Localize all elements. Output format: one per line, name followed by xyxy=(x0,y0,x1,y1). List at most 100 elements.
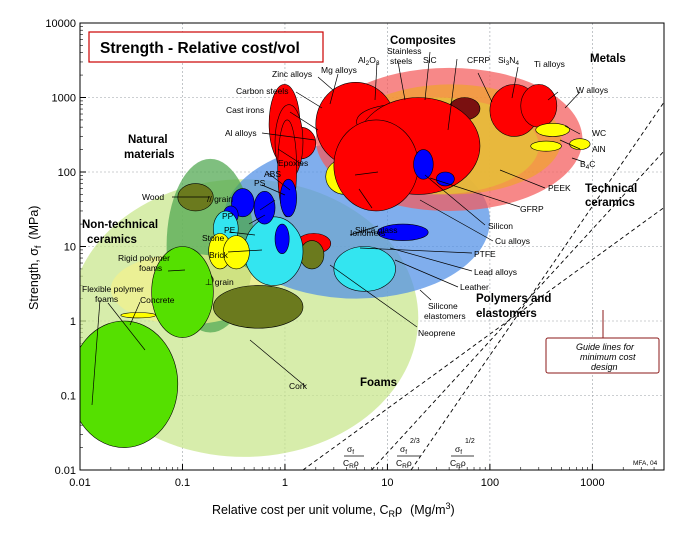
x-tick-label-4: 100 xyxy=(481,477,499,489)
bubble-brick xyxy=(222,235,250,270)
label-stainless-1: Stainless xyxy=(387,46,422,56)
label-silicone-2: elastomers xyxy=(424,311,466,321)
label-ionomers: Ionomers xyxy=(350,228,385,238)
bubble-w-alloys xyxy=(520,84,558,128)
x-tick-label-2: 1 xyxy=(282,477,288,489)
x-axis-label: Relative cost per unit volume, CRρ (Mg/m3… xyxy=(212,501,455,519)
svg-text:1/2: 1/2 xyxy=(465,438,475,445)
label-neoprene: Neoprene xyxy=(418,328,456,338)
label-b4c: B4C xyxy=(580,159,595,171)
label-alalloys: Al alloys xyxy=(225,128,257,138)
label-flex-1: Flexible polymer xyxy=(82,284,144,294)
label-mg: Mg alloys xyxy=(321,65,357,75)
label-ti: Ti alloys xyxy=(534,59,565,69)
label-cfrp: CFRP xyxy=(467,55,490,65)
leader-lines xyxy=(91,51,585,406)
guide-formula-2: σf 2/3 CRρ xyxy=(396,438,420,470)
svg-text:σf: σf xyxy=(455,444,462,456)
svg-text:CRρ: CRρ xyxy=(343,458,359,470)
bubble-silicone-elastomers xyxy=(333,246,396,292)
label-abs: ABS xyxy=(264,169,281,179)
label-pp: PP xyxy=(222,211,234,221)
svg-text:CRρ: CRρ xyxy=(396,458,412,470)
label-epoxies: Epoxies xyxy=(278,158,308,168)
label-natural-2: materials xyxy=(124,149,175,161)
bubble-cork xyxy=(213,285,304,329)
x-tick-label-1: 0.1 xyxy=(175,477,190,489)
x-tick-label-5: 1000 xyxy=(580,477,604,489)
plot-frame xyxy=(79,22,665,471)
label-metals: Metals xyxy=(590,53,626,65)
svg-text:σf: σf xyxy=(400,444,407,456)
label-ptfe: PTFE xyxy=(474,249,496,259)
label-lead: Lead alloys xyxy=(474,267,517,277)
label-brick: Brick xyxy=(209,250,229,260)
bubble-ionomers xyxy=(274,223,290,255)
bubble-leather xyxy=(299,240,325,270)
bubble-concrete xyxy=(120,312,157,319)
guide-line-1 xyxy=(302,207,664,470)
label-wc: WC xyxy=(592,128,606,138)
guide-formula-3: σf 1/2 CRρ xyxy=(450,438,475,470)
guide-callout-1: Guide lines for xyxy=(576,342,635,352)
credit-label: MFA, 04 xyxy=(633,460,658,467)
label-peek: PEEK xyxy=(548,183,571,193)
bubble-peek xyxy=(436,171,455,187)
bubble-epoxies xyxy=(279,178,297,218)
guide-formula-1: σf CRρ xyxy=(343,444,364,470)
label-castiron: Cast irons xyxy=(226,105,264,115)
y-tick-label-3: 10 xyxy=(64,242,76,254)
label-carbon: Carbon steels xyxy=(236,86,288,96)
guide-lines xyxy=(302,101,664,470)
label-silicon: Silicon xyxy=(488,221,513,231)
guide-callout-2: minimum cost xyxy=(580,352,636,362)
y-tick-label-4: 100 xyxy=(58,167,76,179)
label-gfrp: GFRP xyxy=(520,204,544,214)
label-techcer-1: Technical xyxy=(585,183,637,195)
label-stone: Stone xyxy=(202,233,224,243)
title-box xyxy=(88,31,324,63)
y-tick-label-5: 1000 xyxy=(52,93,76,105)
chart-title: Strength - Relative cost/vol xyxy=(100,40,300,57)
bubble-cu-alloys xyxy=(333,119,419,212)
bubble-wc xyxy=(535,123,570,137)
guide-line-2 xyxy=(371,150,664,470)
svg-text:2/3: 2/3 xyxy=(410,438,420,445)
label-aln: AlN xyxy=(592,144,606,154)
label-si3n4: Si3N4 xyxy=(498,55,519,67)
y-tick-label-6: 10000 xyxy=(45,18,76,30)
label-cork: Cork xyxy=(289,381,308,391)
bubble-rigid-polymer-foams xyxy=(151,246,214,338)
label-rigid-2: foams xyxy=(139,263,162,273)
label-rigid-1: Rigid polymer xyxy=(118,253,170,263)
label-pe: PE xyxy=(224,225,236,235)
bubble-flexible-polymer-foams xyxy=(80,320,179,448)
bubble-neoprene xyxy=(243,216,304,286)
bubble-aln xyxy=(530,140,562,152)
label-cualloys: Cu alloys xyxy=(495,236,530,246)
bubble-b4c xyxy=(569,138,591,150)
label-natural-1: Natural xyxy=(128,134,168,146)
bubble-abs xyxy=(253,191,276,225)
x-tick-label-3: 10 xyxy=(381,477,393,489)
bubble-ptfe xyxy=(377,223,429,241)
label-flex-2: foams xyxy=(95,294,118,304)
label-stainless-2: steels xyxy=(390,56,412,66)
label-grain-par: // grain xyxy=(207,194,233,204)
svg-text:CRρ: CRρ xyxy=(450,458,466,470)
label-polymers-2: elastomers xyxy=(476,308,537,320)
guide-line-3 xyxy=(410,101,664,470)
label-al2o3: Al2O3 xyxy=(358,55,380,67)
label-composites: Composites xyxy=(390,35,456,47)
label-walloys: W alloys xyxy=(576,85,608,95)
guide-callout-3: design xyxy=(591,362,618,372)
label-nontech-1: Non-technical xyxy=(82,219,158,231)
label-silicone-1: Silicone xyxy=(428,301,458,311)
label-nontech-2: ceramics xyxy=(87,234,137,246)
bubble-gfrp xyxy=(413,149,434,180)
svg-text:σf: σf xyxy=(347,444,354,456)
label-silica: Silica glass xyxy=(355,225,398,235)
label-polymers-1: Polymers and xyxy=(476,293,551,305)
x-tick-label-0: 0.01 xyxy=(69,477,90,489)
